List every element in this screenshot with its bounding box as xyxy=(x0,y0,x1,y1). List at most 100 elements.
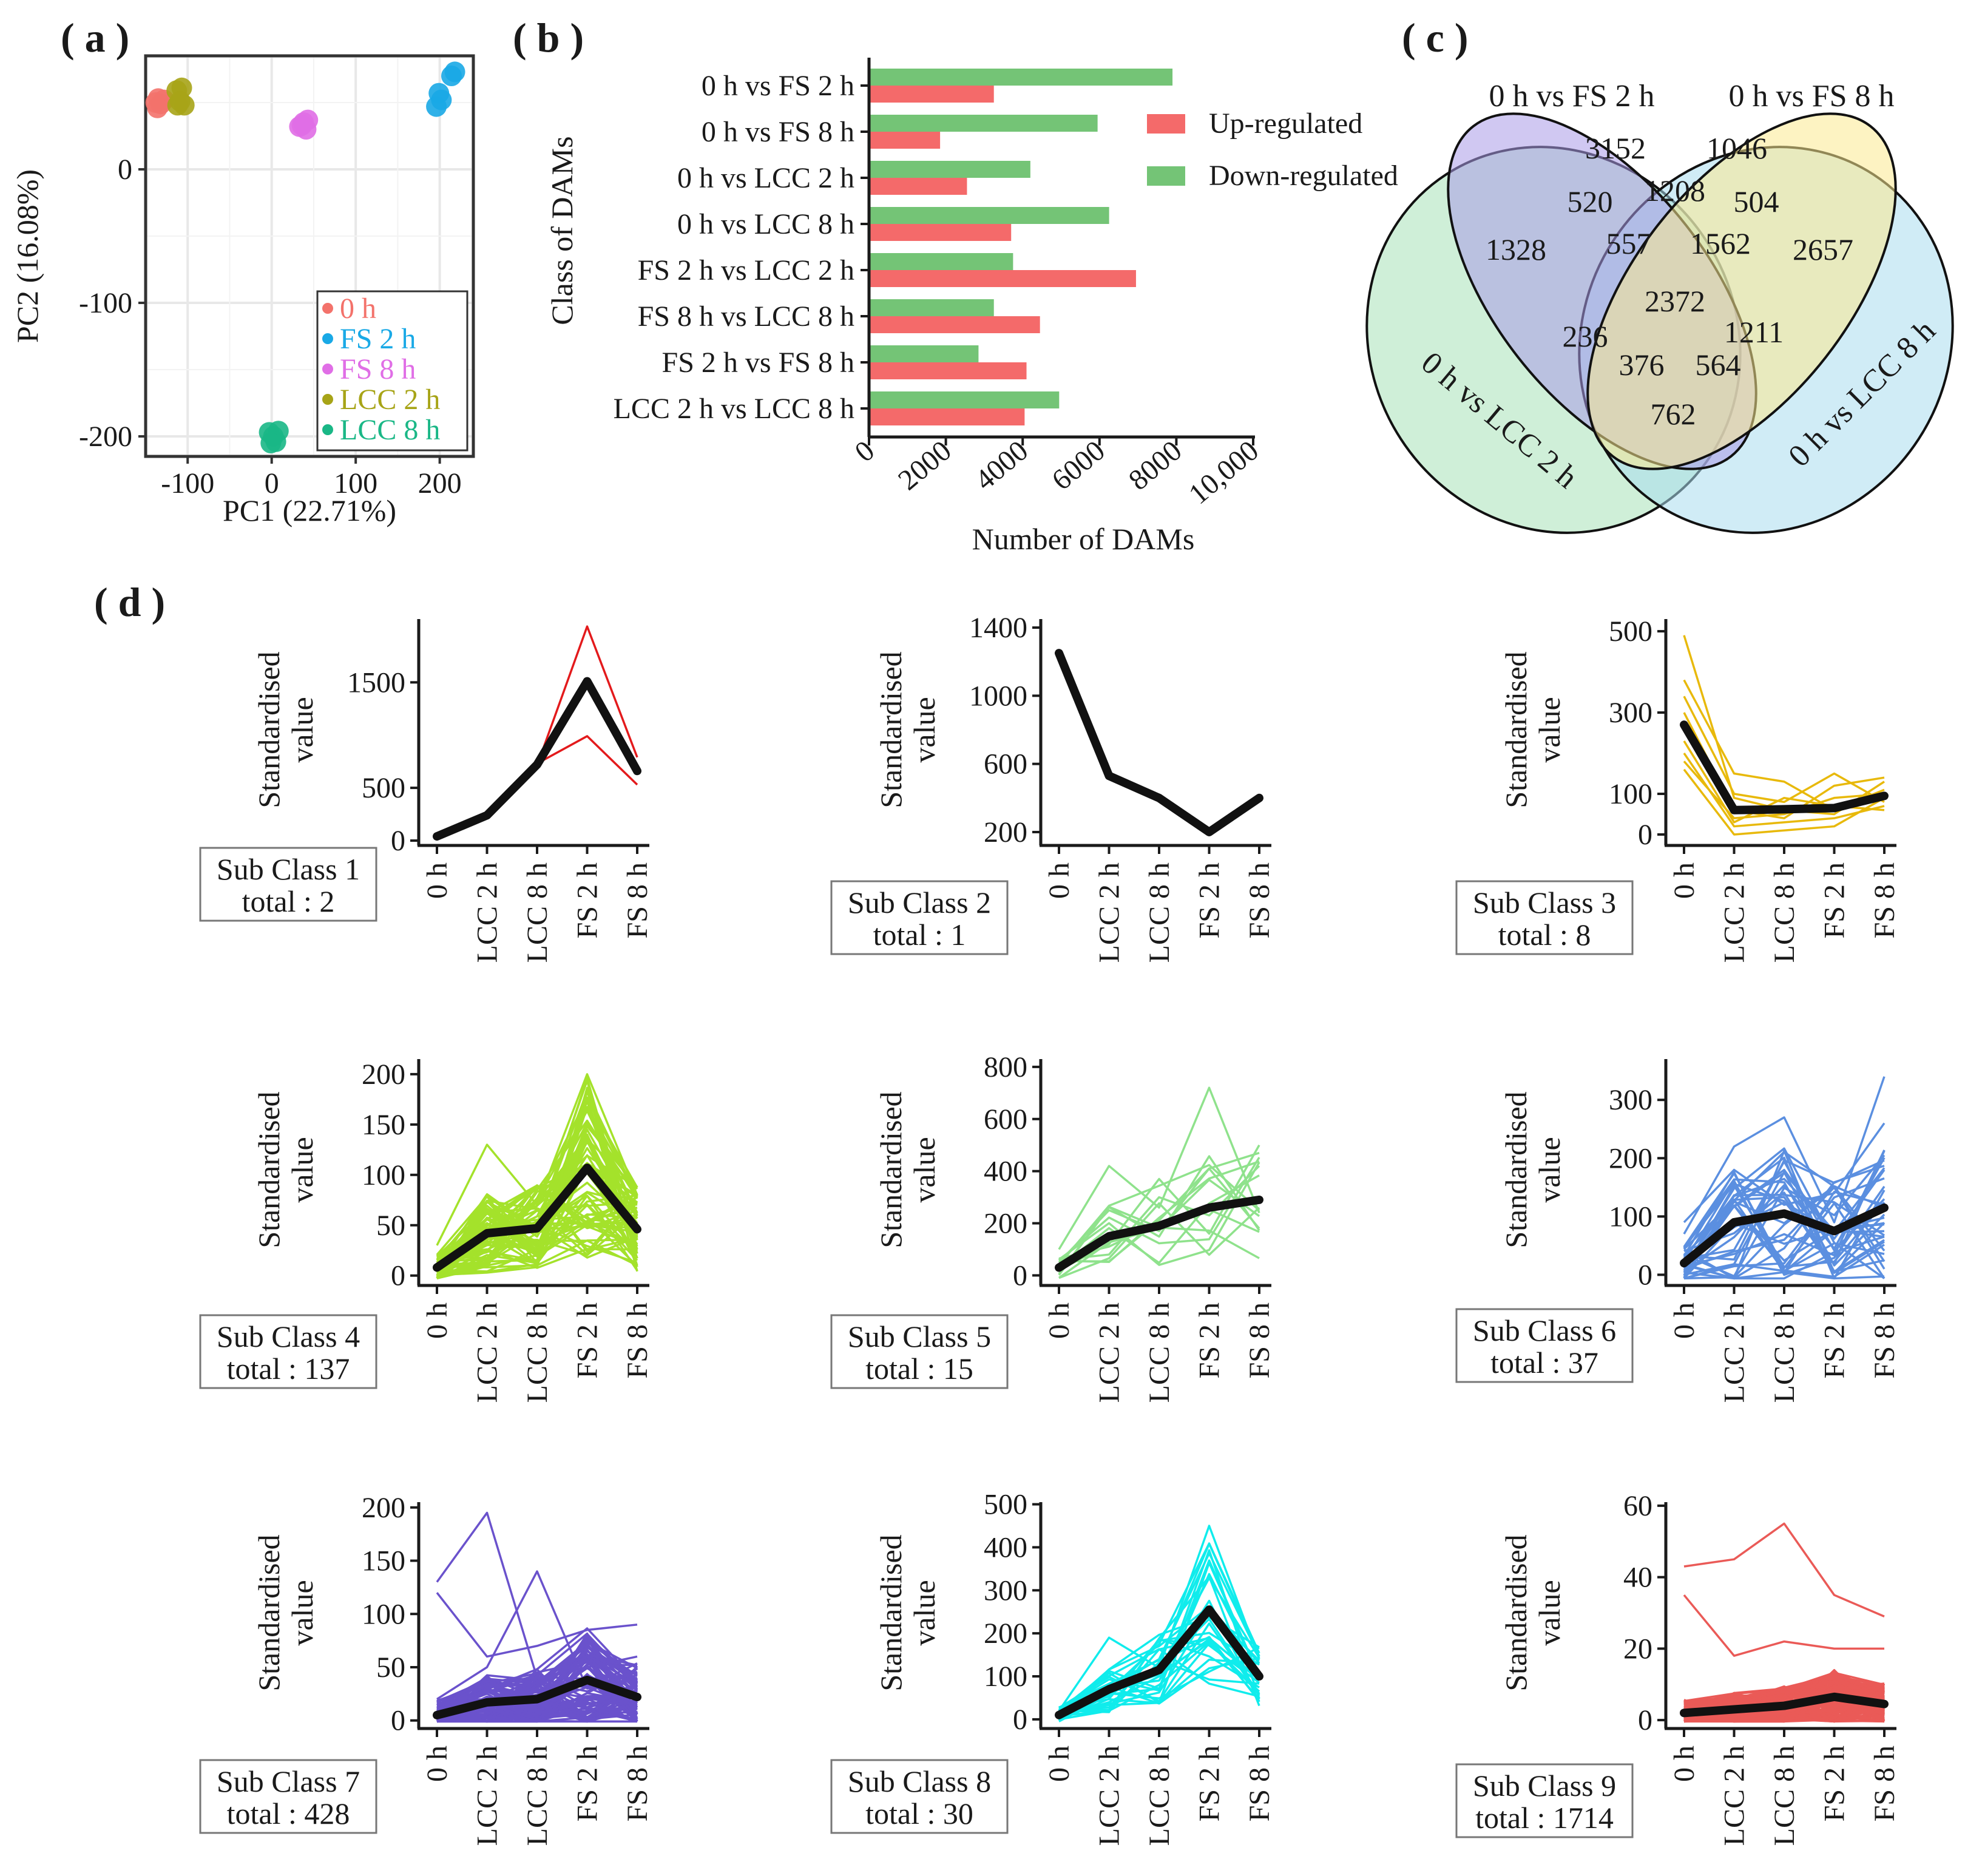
subclass-y-tick-label: 200 xyxy=(984,1617,1027,1650)
bar-x-tick-label: 6000 xyxy=(1046,435,1111,496)
subclass-member-line xyxy=(1058,1658,1260,1719)
subclass-member-line xyxy=(1683,1122,1886,1224)
subclass-name: Sub Class 1 xyxy=(217,852,360,886)
subclass-y-tick-label: 0 xyxy=(1013,1259,1027,1292)
subclass-y-tick-label: 150 xyxy=(362,1109,405,1141)
subclass-x-tick-label: FS 2 h xyxy=(1194,862,1226,938)
bar-x-tick-label: 0 xyxy=(849,435,881,469)
subclass-x-tick-label: FS 8 h xyxy=(1869,862,1901,938)
subclass-y-tick-label: 0 xyxy=(1013,1704,1027,1736)
subclass-y-tick-label: 50 xyxy=(376,1210,405,1242)
venn-count-lcc8: 2657 xyxy=(1793,232,1853,266)
subclass-member-line xyxy=(1058,1151,1260,1263)
venn-count-fs2-fs8-lcc8: 1562 xyxy=(1690,226,1751,260)
subclass-x-tick-label: 0 h xyxy=(1668,862,1700,899)
subclass-member-lines xyxy=(436,1511,638,1723)
subclass-y-tick-label: 200 xyxy=(1609,1142,1652,1174)
subclass-name: Sub Class 3 xyxy=(1473,886,1616,919)
subclass-y-tick-label: 60 xyxy=(1623,1490,1652,1522)
pca-legend-label: LCC 8 h xyxy=(340,414,440,446)
subclass-x-tick-label: FS 2 h xyxy=(572,1302,604,1378)
subclass-mean-line xyxy=(1055,1605,1263,1719)
subclass-y-tick-label: 100 xyxy=(1609,1200,1652,1233)
subclass-plot-1: 0 500 1500 0 h LCC 2 h LCC 8 h FS 2 h FS 8 h Sta… xyxy=(199,619,654,963)
subclass-member-line xyxy=(1683,696,1885,804)
subclass-x-tick-label: LCC 8 h xyxy=(521,1302,553,1403)
venn-count-fs8-lcc2: 236 xyxy=(1563,319,1608,353)
subclass-member-line xyxy=(1683,768,1885,836)
bar-legend-swatch xyxy=(1147,166,1185,186)
subclass-total: total : 428 xyxy=(227,1796,350,1830)
venn-count-all: 2372 xyxy=(1645,284,1705,318)
bar-legend-swatch xyxy=(1147,114,1185,134)
subclass-member-line xyxy=(1683,1522,1885,1617)
bar-up-regulated xyxy=(869,270,1136,287)
subclass-member-line xyxy=(1683,635,1885,816)
subclass-mean-line xyxy=(1055,1195,1263,1272)
subclass-member-line xyxy=(1058,1573,1260,1712)
bar-category-label: FS 2 h vs FS 8 h xyxy=(662,347,854,379)
bar-y-axis-title: Class of DAMs xyxy=(545,136,579,325)
pca-x-tick-label: 100 xyxy=(334,467,377,499)
venn-set-label-1: 0 h vs FS 2 h xyxy=(1489,79,1654,113)
pca-point-fs-8-h xyxy=(291,115,313,136)
bar-down-regulated xyxy=(869,299,994,316)
subclass-x-tick-label: FS 8 h xyxy=(1243,1302,1276,1378)
bar-x-tick-label: 8000 xyxy=(1123,435,1188,496)
bar-category-label: FS 2 h vs LCC 2 h xyxy=(638,254,854,286)
subclass-name: Sub Class 9 xyxy=(1473,1769,1616,1803)
subclass-member-line xyxy=(1683,1171,1886,1280)
subclass-x-tick-label: LCC 2 h xyxy=(1719,1302,1751,1403)
venn-count-fs2-lcc2: 520 xyxy=(1568,185,1613,218)
pca-y-axis-title: PC2 (16.08%) xyxy=(10,169,44,343)
subclass-member-line xyxy=(1058,1155,1260,1276)
dam-bar-panel: 0 h vs FS 2 h 0 h vs FS 8 h 0 h vs LCC 2 h… xyxy=(545,58,1398,556)
venn-count-fs8: 1046 xyxy=(1706,131,1767,165)
pca-x-tick-label: -100 xyxy=(161,467,214,499)
subclass-y-tick-label: 400 xyxy=(984,1531,1027,1563)
subclass-info-box xyxy=(1455,1308,1634,1383)
subclass-plot-4: 0 50 100 150 200 0 h LCC 2 h LCC 8 h FS 2 h FS 8 … xyxy=(199,1058,654,1403)
subclass-x-tick-label: FS 2 h xyxy=(1194,1302,1226,1378)
subclass-plot-9: 0 20 40 60 0 h LCC 2 h LCC 8 h FS 2 h FS 8 h Stan… xyxy=(1455,1490,1901,1846)
pca-legend-marker xyxy=(322,333,333,344)
subclass-member-line xyxy=(1683,1194,1885,1268)
subclass-name: Sub Class 6 xyxy=(1473,1313,1616,1347)
subclass-x-tick-label: LCC 8 h xyxy=(1768,862,1801,963)
subclass-member-line xyxy=(1683,753,1885,828)
subclass-total: total : 2 xyxy=(242,884,335,918)
subclass-member-line xyxy=(436,1592,638,1658)
subclass-y-tick-label: 600 xyxy=(984,1103,1027,1136)
subclass-member-line xyxy=(1683,1156,1885,1280)
subclass-member-lines xyxy=(1683,1076,1886,1280)
subclass-plot-5: 0 200 400 600 800 0 h LCC 2 h LCC 8 h FS 2 h FS 8… xyxy=(830,1051,1276,1403)
subclass-y-axis-title: Standardisedvalue xyxy=(1499,1091,1566,1248)
subclass-y-tick-label: 100 xyxy=(362,1159,405,1191)
subclass-x-tick-label: FS 2 h xyxy=(1819,862,1851,938)
subclass-y-tick-label: 300 xyxy=(1609,1084,1652,1116)
subclass-y-tick-label: 0 xyxy=(1638,1259,1652,1291)
subclass-member-line xyxy=(1683,1594,1884,1657)
bar-down-regulated xyxy=(869,207,1109,224)
subclass-y-axis-title: Standardisedvalue xyxy=(874,1534,941,1691)
venn-ellipses xyxy=(1365,112,1954,534)
bar-x-tick-label: 10,000 xyxy=(1183,435,1265,510)
subclass-mean-line xyxy=(433,1163,641,1272)
subclass-x-tick-label: FS 2 h xyxy=(1194,1746,1226,1821)
bar-down-regulated xyxy=(869,69,1173,86)
subclass-y-tick-label: 50 xyxy=(376,1651,405,1684)
subclass-name: Sub Class 4 xyxy=(217,1319,360,1353)
subclass-mean-line xyxy=(433,677,641,841)
venn-count-fs2-fs8-lcc2: 557 xyxy=(1606,226,1652,260)
venn-set-label-2: 0 h vs FS 8 h xyxy=(1728,79,1894,113)
panel-label-d: ( d ) xyxy=(94,579,165,625)
subclass-y-axis-title: Standardisedvalue xyxy=(874,651,941,808)
subclass-y-tick-label: 500 xyxy=(984,1489,1027,1521)
subclass-member-lines xyxy=(1683,1522,1886,1723)
bar-legend: Up-regulated Down-regulated xyxy=(1147,107,1398,192)
subclass-x-tick-label: 0 h xyxy=(1668,1746,1700,1782)
subclass-member-line xyxy=(436,1648,638,1722)
subclass-x-tick-label: LCC 8 h xyxy=(521,1746,553,1846)
